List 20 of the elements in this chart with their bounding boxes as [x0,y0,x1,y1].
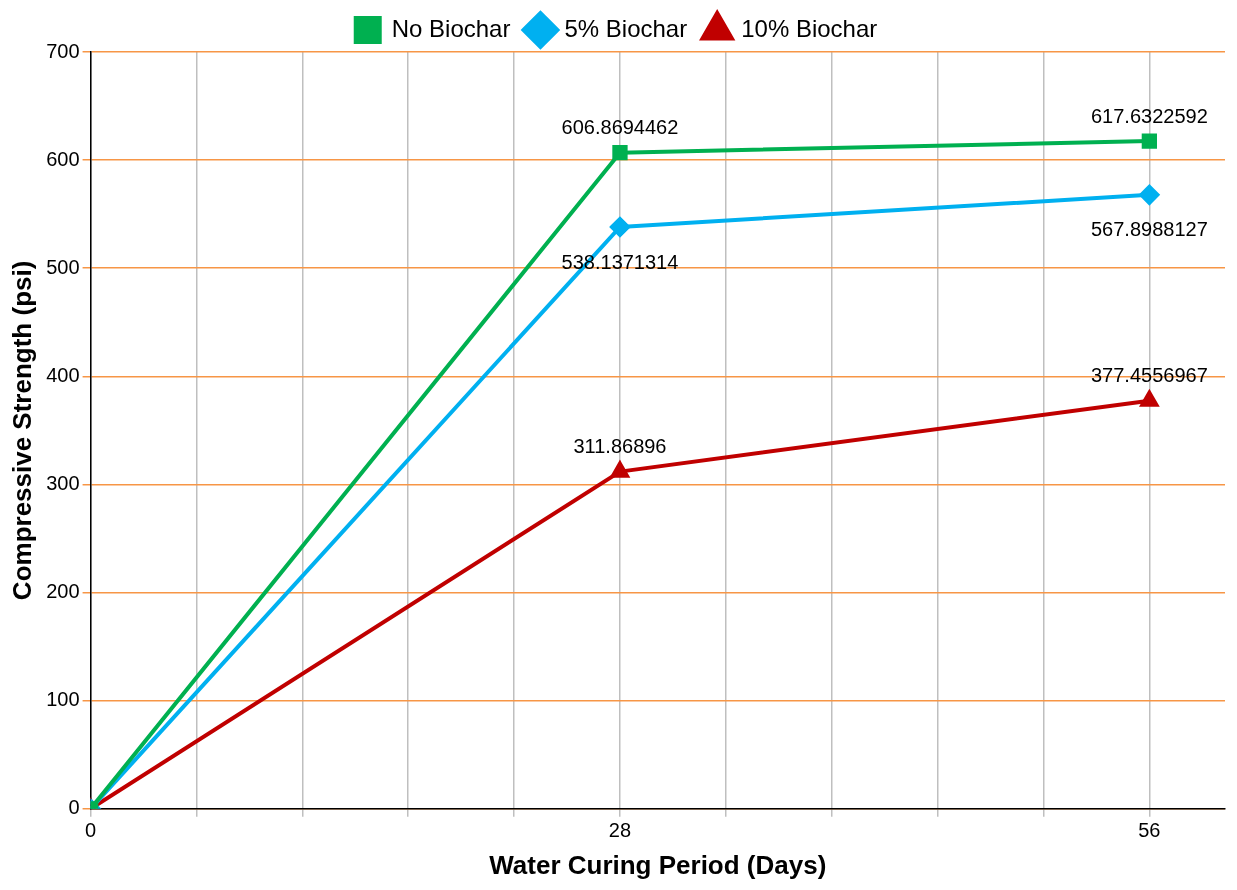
y-tick-label: 500 [46,255,80,278]
x-tick-label: 56 [1138,819,1161,842]
y-axis-title: Compressive Strength (psi) [6,260,37,601]
legend-label: 5% Biochar [564,14,688,42]
data-label: 606.8694462 [561,116,679,139]
y-tick-label: 600 [46,147,80,170]
y-tick-label: 200 [46,580,80,603]
x-axis-title: Water Curing Period (Days) [489,849,827,880]
legend-label: No Biochar [391,14,511,42]
x-tick-label: 0 [85,819,97,842]
y-tick-label: 100 [46,688,80,711]
legend-label: 10% Biochar [741,14,878,42]
y-tick-label: 300 [46,471,80,494]
data-label: 567.8988127 [1090,218,1208,241]
y-tick-label: 0 [68,796,80,819]
y-tick-label: 700 [46,39,80,62]
data-label: 617.6322592 [1090,104,1208,127]
data-label: 311.86896 [573,435,667,458]
y-tick-label: 400 [46,363,80,386]
x-tick-label: 28 [608,819,632,842]
